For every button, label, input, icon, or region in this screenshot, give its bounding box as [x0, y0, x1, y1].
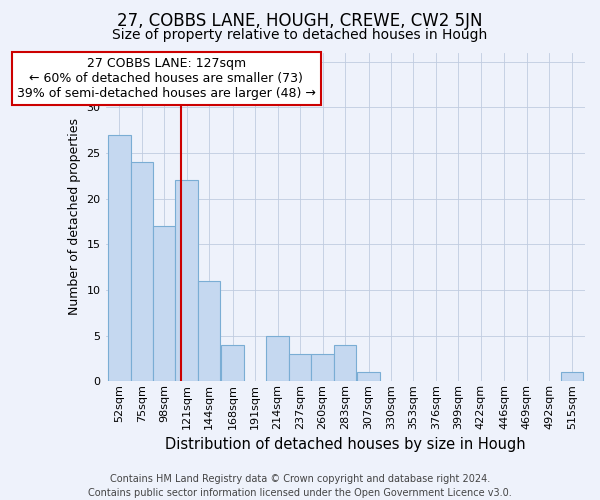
Bar [311, 354, 334, 382]
Bar [198, 281, 220, 382]
Bar [175, 180, 198, 382]
Text: 27, COBBS LANE, HOUGH, CREWE, CW2 5JN: 27, COBBS LANE, HOUGH, CREWE, CW2 5JN [117, 12, 483, 30]
Bar [334, 344, 356, 382]
Text: 27 COBBS LANE: 127sqm
← 60% of detached houses are smaller (73)
39% of semi-deta: 27 COBBS LANE: 127sqm ← 60% of detached … [17, 57, 316, 100]
Bar [221, 344, 244, 382]
Bar [108, 134, 131, 382]
Bar [131, 162, 153, 382]
Text: Size of property relative to detached houses in Hough: Size of property relative to detached ho… [112, 28, 488, 42]
Bar [560, 372, 583, 382]
Text: Contains HM Land Registry data © Crown copyright and database right 2024.
Contai: Contains HM Land Registry data © Crown c… [88, 474, 512, 498]
Y-axis label: Number of detached properties: Number of detached properties [68, 118, 81, 316]
Bar [153, 226, 175, 382]
Bar [357, 372, 380, 382]
Bar [289, 354, 311, 382]
X-axis label: Distribution of detached houses by size in Hough: Distribution of detached houses by size … [165, 438, 526, 452]
Bar [266, 336, 289, 382]
